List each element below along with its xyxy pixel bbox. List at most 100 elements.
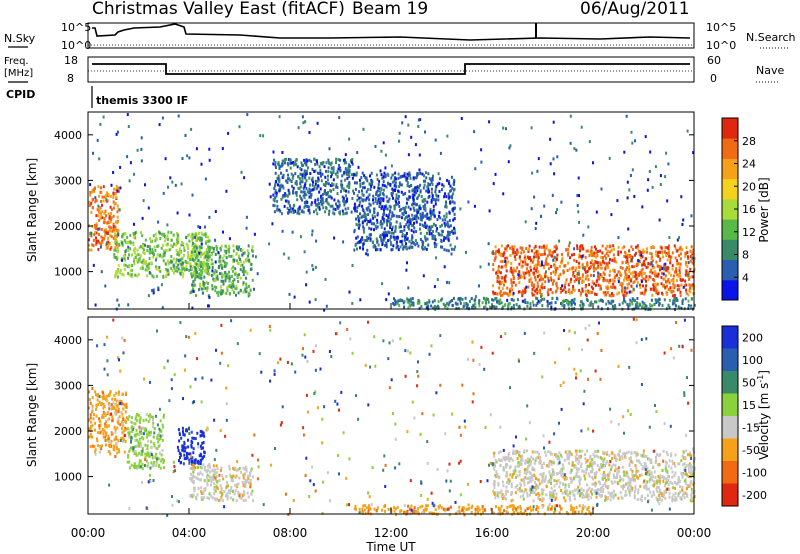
power-cell — [556, 208, 559, 212]
velocity-cell — [235, 474, 238, 478]
power-cell — [424, 238, 427, 242]
power-cell — [537, 289, 540, 293]
power-cell — [441, 183, 444, 187]
power-cell — [306, 190, 309, 194]
velocity-cell — [221, 493, 223, 497]
power-cell — [472, 304, 475, 308]
power-cell — [336, 175, 339, 179]
velocity-cell — [116, 404, 119, 408]
power-cell — [344, 200, 347, 204]
power-cell — [558, 274, 561, 278]
velocity-cell — [588, 474, 591, 478]
velocity-cell — [578, 460, 581, 463]
power-cell — [436, 278, 439, 282]
power-cell — [659, 183, 662, 186]
power-cell — [502, 291, 505, 295]
power-cell — [598, 277, 601, 281]
power-cell — [415, 175, 418, 179]
power-cell — [513, 306, 515, 310]
power-cell — [316, 205, 319, 209]
power-cell — [556, 257, 558, 261]
power-cell — [305, 283, 308, 287]
power-cell — [284, 158, 286, 162]
power-cell — [596, 266, 599, 269]
power-cell — [398, 139, 401, 143]
velocity-cell — [161, 434, 164, 438]
velocity-cell — [207, 478, 210, 482]
power-cell — [329, 204, 332, 208]
power-cell — [594, 245, 596, 249]
power-cell — [155, 256, 158, 260]
power-cell — [353, 230, 356, 234]
power-cell — [547, 288, 550, 292]
power-cell — [365, 238, 368, 242]
power-cell — [301, 177, 304, 181]
power-cell — [113, 240, 116, 244]
power-cell — [339, 169, 342, 173]
power-colorbar-tick-label: 28 — [742, 135, 756, 148]
power-cell — [117, 233, 120, 237]
power-cell — [428, 229, 431, 233]
power-cell — [313, 187, 316, 191]
velocity-cell — [251, 489, 254, 493]
power-cell — [357, 165, 360, 169]
power-cell — [292, 207, 294, 211]
velocity-cell — [147, 439, 150, 443]
velocity-cell — [662, 493, 665, 497]
power-cell — [108, 242, 111, 245]
power-cell — [369, 203, 372, 207]
power-cell — [524, 220, 527, 224]
power-cell — [401, 212, 404, 216]
power-cell — [599, 266, 602, 270]
power-cell — [512, 303, 515, 307]
power-cell — [658, 268, 661, 272]
velocity-cell — [115, 409, 118, 413]
velocity-cell — [161, 457, 164, 461]
power-cell — [214, 252, 217, 256]
power-cell — [639, 283, 641, 287]
power-cell — [351, 176, 354, 180]
power-cell — [404, 205, 407, 209]
power-cell — [534, 244, 537, 248]
velocity-cell — [127, 453, 130, 457]
power-cell — [463, 304, 466, 308]
power-cell — [139, 266, 142, 270]
power-cell — [426, 185, 429, 189]
power-cell — [595, 283, 597, 287]
velocity-cell — [199, 444, 202, 448]
power-cell — [437, 194, 440, 198]
power-cell — [358, 223, 361, 227]
velocity-cell — [95, 393, 97, 397]
velocity-cell — [142, 437, 145, 441]
power-cell — [653, 265, 656, 269]
power-cell — [327, 158, 330, 162]
power-cell — [457, 306, 460, 310]
power-cell — [382, 193, 385, 197]
power-cell — [693, 257, 696, 260]
power-cell — [452, 218, 455, 222]
power-cell — [382, 199, 385, 203]
power-cell — [93, 186, 96, 190]
freq-tick-top: 18 — [64, 54, 78, 67]
power-colorbar-label: Power [dB] — [757, 177, 771, 242]
power-cell — [599, 287, 602, 291]
power-cell — [661, 291, 663, 295]
power-cell — [432, 204, 435, 208]
power-cell — [271, 222, 274, 226]
power-cell — [407, 174, 410, 177]
power-colorbar-tick-label: 24 — [742, 158, 756, 171]
power-cell — [179, 251, 182, 255]
power-cell — [499, 254, 502, 258]
power-cell — [297, 126, 300, 130]
power-colorbar-swatch — [722, 158, 738, 180]
power-cell — [320, 194, 323, 198]
power-cell — [664, 285, 667, 289]
power-cell — [361, 236, 364, 240]
power-cell — [164, 262, 167, 266]
power-cell — [569, 300, 572, 304]
power-cell — [157, 220, 160, 224]
power-cell — [689, 286, 691, 290]
power-cell — [623, 245, 626, 249]
velocity-cell — [89, 434, 92, 438]
power-cell — [634, 271, 637, 275]
